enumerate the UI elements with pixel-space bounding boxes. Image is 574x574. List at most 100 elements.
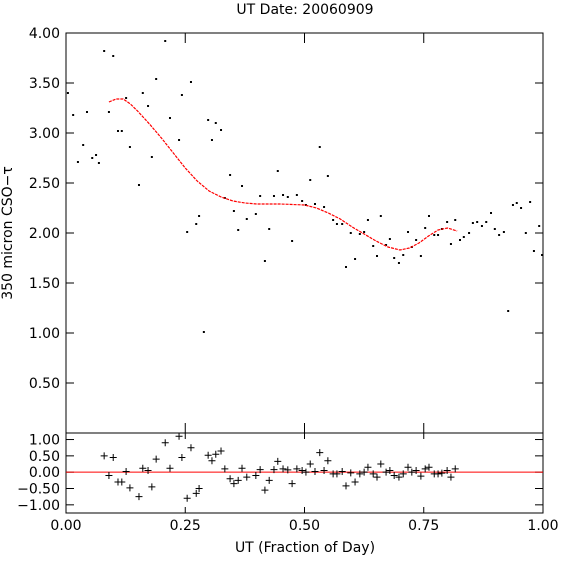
data-point bbox=[515, 202, 518, 204]
y-tick-label: 2.00 bbox=[29, 226, 60, 242]
residual-point bbox=[152, 455, 160, 463]
residual-point bbox=[234, 476, 242, 484]
residual-point bbox=[399, 470, 407, 478]
residual-point bbox=[451, 465, 459, 473]
residual-point bbox=[338, 468, 346, 476]
residual-point bbox=[360, 468, 368, 476]
residual-point bbox=[288, 480, 296, 488]
residual-point bbox=[226, 475, 234, 483]
data-point bbox=[407, 231, 410, 233]
residual-point bbox=[298, 467, 306, 475]
data-point bbox=[155, 78, 158, 80]
data-point bbox=[341, 223, 344, 225]
top-frame bbox=[65, 32, 544, 434]
residual-point bbox=[311, 468, 319, 476]
data-point bbox=[147, 105, 150, 107]
data-point bbox=[388, 238, 391, 240]
data-point bbox=[323, 206, 326, 208]
data-point bbox=[498, 234, 501, 236]
data-point bbox=[263, 260, 266, 262]
data-point bbox=[415, 239, 418, 241]
residual-point bbox=[166, 464, 174, 472]
x-tick-label: 0.50 bbox=[289, 518, 320, 534]
residual-point bbox=[316, 449, 324, 457]
residual-point bbox=[252, 471, 260, 479]
residual-point bbox=[279, 465, 287, 473]
data-point bbox=[480, 225, 483, 227]
data-point bbox=[103, 50, 106, 52]
data-point bbox=[229, 174, 232, 176]
data-point bbox=[493, 228, 496, 230]
data-point bbox=[538, 225, 541, 227]
data-point bbox=[128, 146, 131, 148]
data-point bbox=[446, 221, 449, 223]
y-tick-label: 0.00 bbox=[29, 465, 60, 481]
residual-point bbox=[412, 467, 420, 475]
residual-point bbox=[109, 453, 117, 461]
data-point bbox=[202, 331, 205, 333]
residual-point bbox=[135, 493, 143, 501]
data-point bbox=[313, 203, 316, 205]
data-point bbox=[180, 94, 183, 96]
residual-point bbox=[139, 464, 147, 472]
data-point bbox=[471, 222, 474, 224]
data-point bbox=[178, 139, 181, 141]
y-tick-label: 0.50 bbox=[29, 449, 60, 465]
residual-point bbox=[373, 473, 381, 481]
residual-point bbox=[204, 451, 212, 459]
data-point bbox=[120, 130, 123, 132]
data-point bbox=[366, 219, 369, 221]
residual-point bbox=[238, 464, 246, 472]
residual-point bbox=[425, 463, 433, 471]
data-point bbox=[72, 114, 75, 116]
residual-point bbox=[417, 472, 425, 480]
residual-point bbox=[386, 467, 394, 475]
residual-point bbox=[333, 470, 341, 478]
data-point bbox=[419, 255, 422, 257]
bottom-frame bbox=[65, 432, 544, 514]
y-tick-label: 4.00 bbox=[29, 26, 60, 42]
y-tick-label: −0.50 bbox=[17, 482, 60, 498]
data-point bbox=[532, 250, 535, 252]
data-point bbox=[91, 157, 94, 159]
data-point bbox=[468, 232, 471, 234]
data-point bbox=[379, 215, 382, 217]
residual-point bbox=[243, 473, 251, 481]
data-point bbox=[137, 184, 140, 186]
data-point bbox=[502, 231, 505, 233]
residual-point bbox=[274, 457, 282, 465]
data-point bbox=[490, 212, 493, 214]
data-point bbox=[286, 196, 289, 198]
data-point bbox=[402, 254, 405, 256]
data-point bbox=[393, 257, 396, 259]
fit-curve bbox=[108, 98, 458, 251]
residual-point bbox=[230, 480, 238, 488]
residual-point bbox=[390, 471, 398, 479]
y-tick-label: 1.00 bbox=[29, 433, 60, 449]
data-point bbox=[237, 229, 240, 231]
data-point bbox=[511, 204, 514, 206]
data-point bbox=[363, 231, 366, 233]
data-point bbox=[507, 310, 510, 312]
data-point bbox=[268, 228, 271, 230]
data-point bbox=[332, 219, 335, 221]
data-point bbox=[150, 156, 153, 158]
data-point bbox=[309, 179, 312, 181]
data-point bbox=[529, 201, 532, 203]
residual-point bbox=[404, 463, 412, 471]
data-point bbox=[476, 221, 479, 223]
residual-point bbox=[306, 460, 314, 468]
data-point bbox=[245, 218, 248, 220]
data-point bbox=[66, 92, 69, 94]
data-point bbox=[376, 255, 379, 257]
residual-point bbox=[293, 465, 301, 473]
residual-point bbox=[347, 469, 355, 477]
x-tick-label: 0.25 bbox=[170, 518, 201, 534]
data-point bbox=[291, 240, 294, 242]
data-point bbox=[207, 119, 210, 121]
y-tick-label: 3.50 bbox=[29, 76, 60, 92]
data-point bbox=[385, 244, 388, 246]
residual-point bbox=[395, 473, 403, 481]
data-point bbox=[524, 232, 527, 234]
